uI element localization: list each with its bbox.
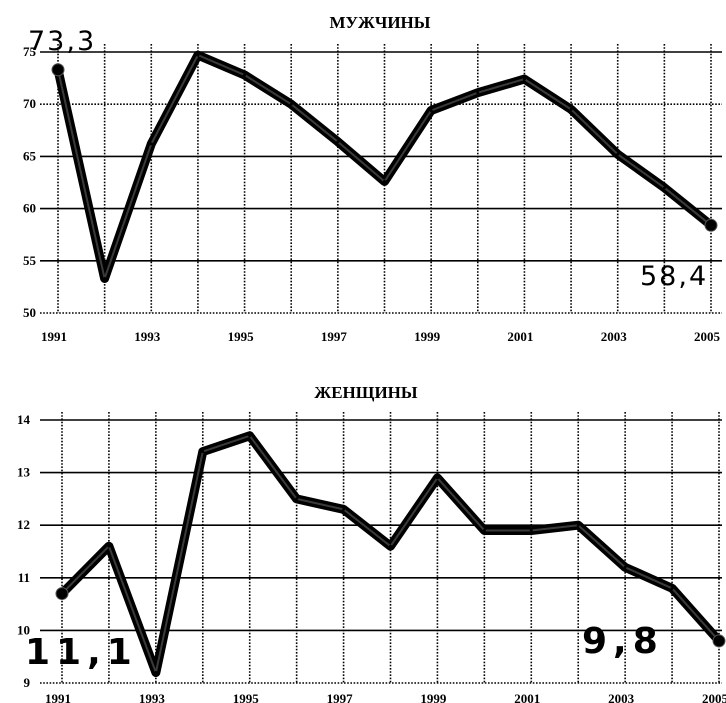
series-point [103,277,107,281]
series-endpoint-marker [51,63,65,77]
x-tick-label: 1995 [233,691,260,703]
series-point [336,140,340,144]
series-point [569,107,573,111]
x-tick-label: 2005 [694,329,721,344]
series-point [248,434,252,438]
series-point [389,544,392,548]
series-point [107,544,111,548]
series-point [482,528,486,532]
series-endpoint-marker [704,218,718,232]
series-point [342,507,346,511]
series-point [435,476,439,480]
x-tick-label: 1997 [327,691,354,703]
y-tick-label: 11 [18,570,30,585]
series-point [529,528,533,532]
y-tick-label: 65 [23,148,37,163]
series-point [616,152,620,156]
series-endpoint-marker [712,634,726,648]
value-callout: 9,8 [582,621,664,662]
x-tick-label: 1995 [228,329,255,344]
x-tick-label: 2003 [608,691,635,703]
y-tick-label: 9 [24,675,31,690]
series-point [623,565,627,569]
series-point [295,497,299,501]
series-point [201,450,205,454]
series-point [576,523,580,527]
y-tick-label: 14 [17,412,31,427]
series-point [289,102,293,106]
value-callout: 58,4 [640,261,708,292]
series-point [383,179,386,183]
series-point [149,142,153,146]
x-tick-label: 1993 [139,691,166,703]
y-tick-label: 60 [23,201,36,216]
x-tick-label: 2001 [507,329,533,344]
series-point [476,91,480,95]
series-point [429,108,433,112]
x-tick-label: 1991 [45,691,71,703]
value-callout: 11,1 [25,632,138,673]
y-tick-label: 50 [23,305,36,320]
x-tick-label: 2005 [702,691,726,703]
y-tick-label: 12 [17,517,30,532]
series-point [154,670,158,674]
series-point [243,73,247,77]
x-tick-label: 1999 [414,329,441,344]
chart-panel-1: МУЖЧИНЫ 50 55 60 65 70 75 1991 1993 1995 1997 1999 2… [23,13,722,344]
x-tick-label: 1993 [134,329,161,344]
chart-title-men: МУЖЧИНЫ [330,13,431,32]
y-tick-label: 55 [23,253,37,268]
x-tick-label: 2001 [514,691,540,703]
y-tick-label: 10 [17,622,30,637]
series-point [670,586,674,590]
x-tick-label: 1999 [420,691,447,703]
series-point [196,53,200,57]
series-endpoint-marker [55,587,69,601]
series-point [522,77,526,81]
chart-title-women: ЖЕНЩИНЫ [314,383,417,402]
x-tick-label: 1997 [321,329,348,344]
y-tick-label: 13 [17,465,31,480]
y-tick-label: 70 [23,96,36,111]
y-tick-label: 75 [23,44,37,59]
x-tick-label: 2003 [601,329,628,344]
x-tick-label: 1991 [41,329,67,344]
value-callout: 73,3 [28,26,96,57]
chart-panel-2: ЖЕНЩИНЫ 9 10 11 12 13 14 1991 1993 1995 1997 1999 20… [17,383,726,703]
series-point [662,186,666,190]
